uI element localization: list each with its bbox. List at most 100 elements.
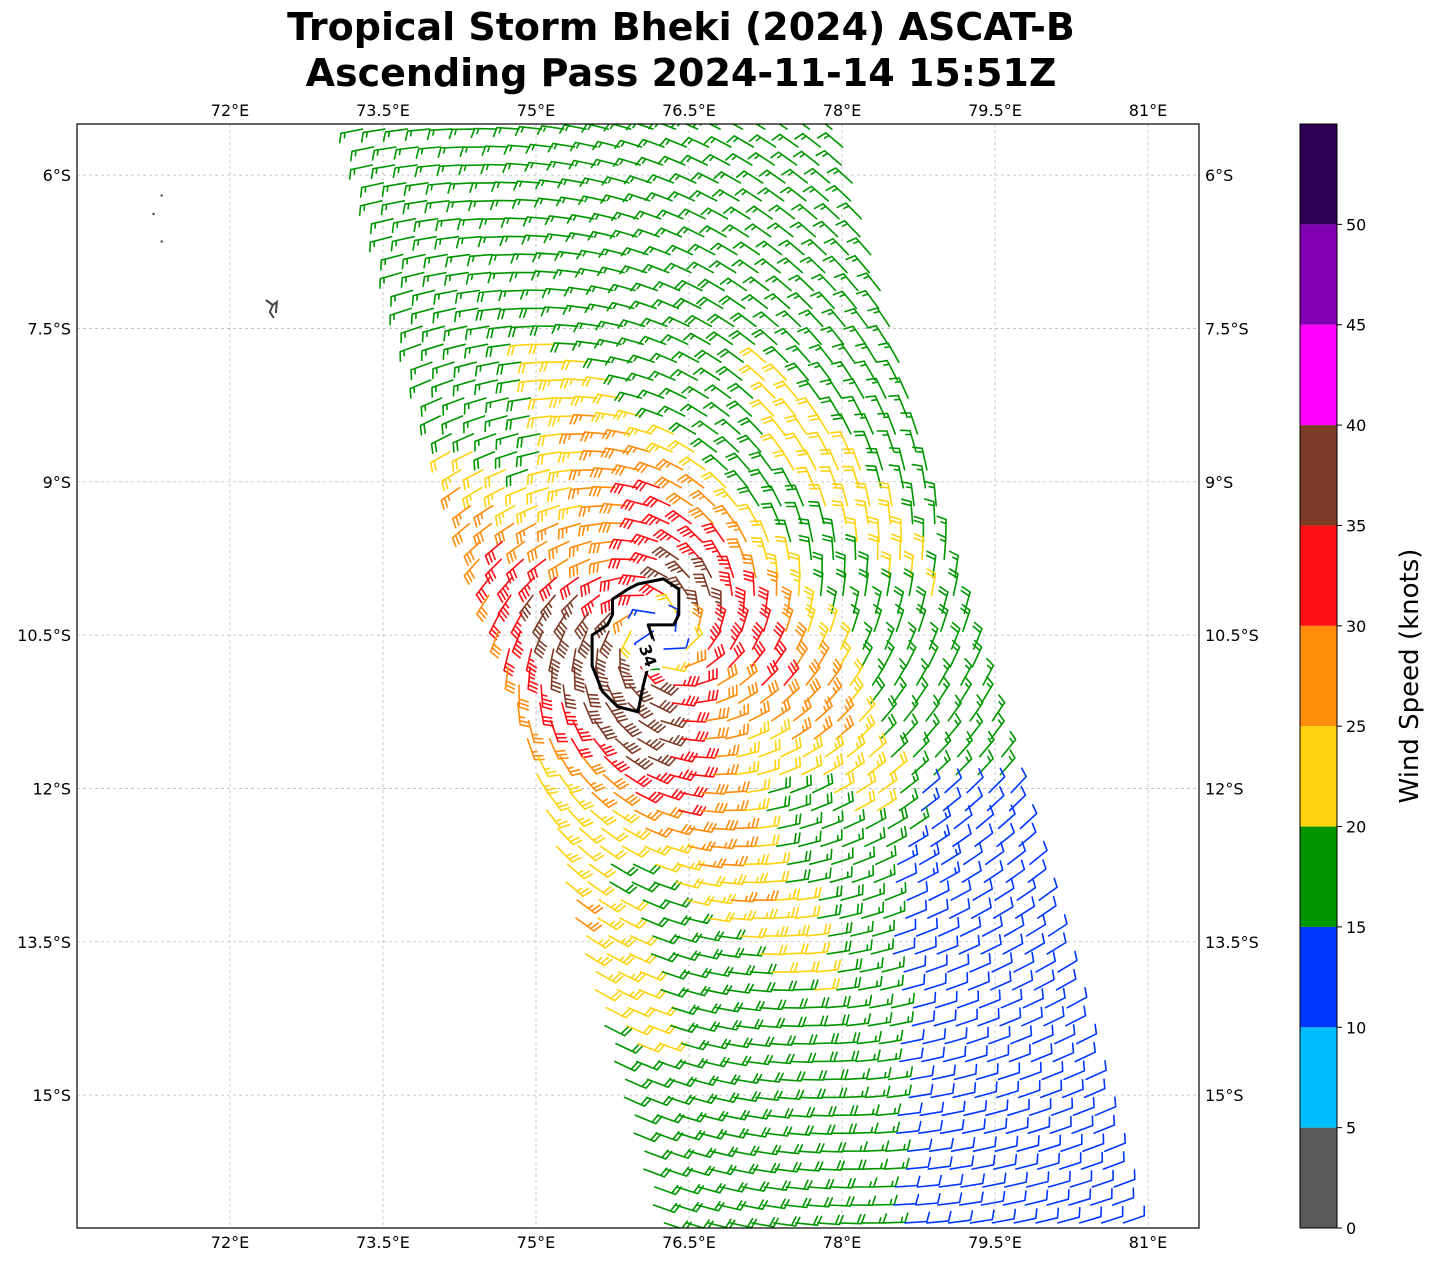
wind-barb — [633, 461, 662, 474]
wind-barb — [706, 643, 726, 668]
wind-barb — [591, 411, 619, 423]
wind-barb — [849, 920, 874, 937]
wind-barb — [893, 918, 917, 937]
wind-barb — [588, 863, 616, 878]
wind-barb — [712, 189, 740, 202]
wind-barb — [996, 822, 1015, 848]
wind-barb — [804, 941, 831, 955]
wind-barb — [631, 479, 660, 492]
wind-barb — [726, 135, 755, 148]
wind-barb — [747, 152, 775, 166]
wind-barb — [903, 568, 914, 597]
wind-barb — [390, 289, 414, 307]
wind-barb — [1027, 859, 1047, 883]
wind-barb — [714, 418, 741, 435]
wind-barb — [775, 310, 802, 328]
wind-barb — [426, 128, 453, 141]
wind-barb — [547, 142, 576, 153]
wind-barb — [702, 153, 731, 166]
wind-barb — [707, 313, 735, 328]
wind-barb — [599, 576, 624, 593]
wind-barb — [1027, 1116, 1051, 1134]
wind-barb — [462, 486, 483, 510]
wind-barb — [701, 783, 729, 795]
wind-barb — [570, 395, 598, 407]
wind-barb — [606, 953, 635, 966]
wind-barb — [587, 881, 615, 896]
wind-barb — [939, 1119, 965, 1134]
wind-barb — [560, 594, 578, 621]
wind-barb — [903, 955, 927, 973]
lon-tick-label-bottom: 81°E — [1129, 1233, 1167, 1252]
wind-barb — [890, 732, 909, 758]
wind-barb — [734, 760, 760, 776]
wind-barb — [760, 433, 784, 453]
wind-barb — [699, 225, 727, 238]
wind-barb — [1015, 896, 1036, 919]
wind-barb — [944, 1027, 968, 1045]
colorbar-bin — [1300, 1027, 1337, 1128]
wind-barb — [1024, 932, 1046, 955]
island — [251, 102, 253, 104]
wind-barb — [911, 463, 927, 489]
wind-barb — [736, 486, 760, 507]
wind-barb — [818, 396, 841, 417]
wind-barb — [654, 227, 683, 238]
wind-barb — [908, 1083, 934, 1099]
wind-barb — [828, 921, 853, 937]
wind-barb — [880, 568, 892, 597]
wind-barb — [805, 603, 816, 632]
wind-barb — [452, 433, 475, 453]
wind-barb — [801, 124, 811, 130]
wind-barb — [930, 824, 951, 848]
wind-barb — [474, 361, 500, 377]
wind-barb — [630, 935, 659, 946]
wind-barb — [820, 1087, 848, 1099]
wind-barb — [1104, 1132, 1126, 1152]
wind-barb — [382, 128, 409, 142]
wind-barb — [928, 621, 939, 650]
wind-barb — [800, 238, 827, 256]
wind-barb — [579, 177, 608, 187]
wind-barb — [1035, 951, 1056, 973]
wind-barb — [843, 809, 866, 830]
wind-barb — [737, 417, 763, 435]
wind-barb — [604, 1024, 633, 1037]
wind-barb — [583, 702, 603, 724]
wind-barb — [841, 1141, 868, 1152]
wind-barb — [795, 621, 807, 650]
wind-barb — [758, 169, 786, 184]
wind-barb — [905, 639, 917, 668]
wind-barb — [902, 973, 926, 991]
wind-barb — [920, 787, 940, 812]
wind-barb — [678, 456, 706, 471]
wind-barb — [743, 570, 756, 597]
wind-barb — [878, 770, 898, 794]
wind-barb — [536, 773, 559, 795]
wind-barb — [696, 1201, 725, 1212]
wind-barb — [824, 124, 833, 130]
wind-barb — [440, 486, 461, 510]
wind-barb — [892, 676, 907, 704]
chart-title: Tropical Storm Bheki (2024) ASCAT-B Asce… — [0, 4, 1362, 96]
wind-barb — [784, 924, 810, 937]
wind-barb — [936, 676, 951, 704]
wind-barb — [1038, 877, 1058, 901]
wind-barb — [849, 1195, 877, 1206]
wind-barb — [510, 253, 538, 264]
wind-barb — [568, 469, 595, 481]
wind-barb — [594, 989, 623, 1002]
wind-barb — [888, 1066, 913, 1081]
wind-barb — [1024, 1189, 1049, 1206]
wind-barb — [645, 827, 674, 838]
wind-barb — [540, 306, 568, 317]
wind-barb — [835, 568, 847, 597]
wind-barb — [942, 1045, 967, 1063]
colorbar-tick-label: 45 — [1346, 316, 1366, 335]
wind-barb — [839, 902, 863, 919]
wind-barb — [919, 843, 940, 866]
wind-barb — [971, 1154, 996, 1170]
wind-barb — [452, 504, 472, 529]
wind-barb — [1035, 1207, 1060, 1224]
lat-tick-label-left: 6°S — [43, 166, 71, 185]
